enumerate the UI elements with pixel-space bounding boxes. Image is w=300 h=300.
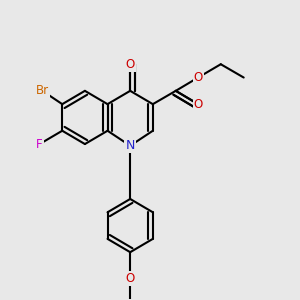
Text: N: N [125, 139, 135, 152]
Text: Br: Br [36, 84, 49, 97]
Text: F: F [36, 138, 43, 151]
Text: O: O [126, 272, 135, 285]
Text: O: O [194, 71, 203, 84]
Text: O: O [126, 58, 135, 71]
Text: O: O [194, 98, 203, 111]
